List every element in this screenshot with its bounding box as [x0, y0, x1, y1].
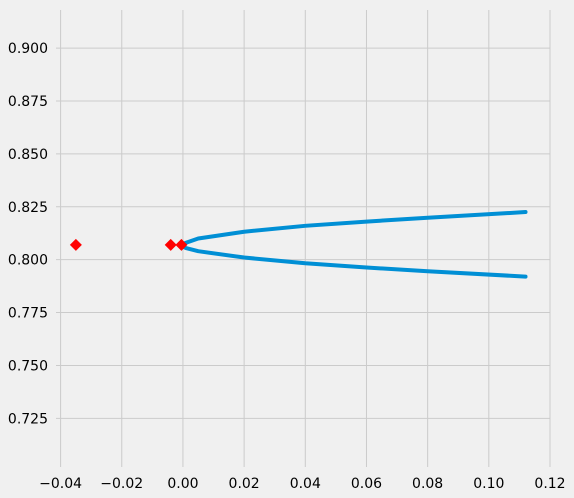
y-tick-label: 0.725 [8, 411, 48, 427]
x-tick-label: 0.10 [473, 476, 504, 492]
x-tick-label: 0.06 [351, 476, 382, 492]
y-tick-label: 0.900 [8, 41, 48, 57]
x-tick-label: 0.08 [412, 476, 443, 492]
x-tick-label: 0.02 [229, 476, 260, 492]
y-axis-ticks: 0.725 0.750 0.775 0.800 0.825 0.850 0.875 0.900 [8, 41, 48, 427]
x-tick-label: 0.00 [167, 476, 198, 492]
x-tick-label: 0.12 [534, 476, 565, 492]
y-tick-label: 0.775 [8, 306, 48, 322]
y-tick-label: 0.850 [8, 147, 48, 163]
series-scatter-group [69, 238, 188, 251]
x-tick-label: 0.04 [290, 476, 321, 492]
y-tick-label: 0.825 [8, 200, 48, 216]
scatter-point [175, 238, 188, 251]
grid [56, 10, 551, 467]
y-tick-label: 0.875 [8, 94, 48, 110]
x-tick-label: −0.04 [39, 476, 82, 492]
scatter-point [164, 238, 177, 251]
y-tick-label: 0.800 [8, 253, 48, 269]
y-tick-label: 0.750 [8, 358, 48, 374]
x-tick-label: −0.02 [100, 476, 143, 492]
scatter-point [69, 238, 82, 251]
x-axis-ticks: −0.04 −0.02 0.00 0.02 0.04 0.06 0.08 0.10 0.12 [39, 476, 565, 492]
